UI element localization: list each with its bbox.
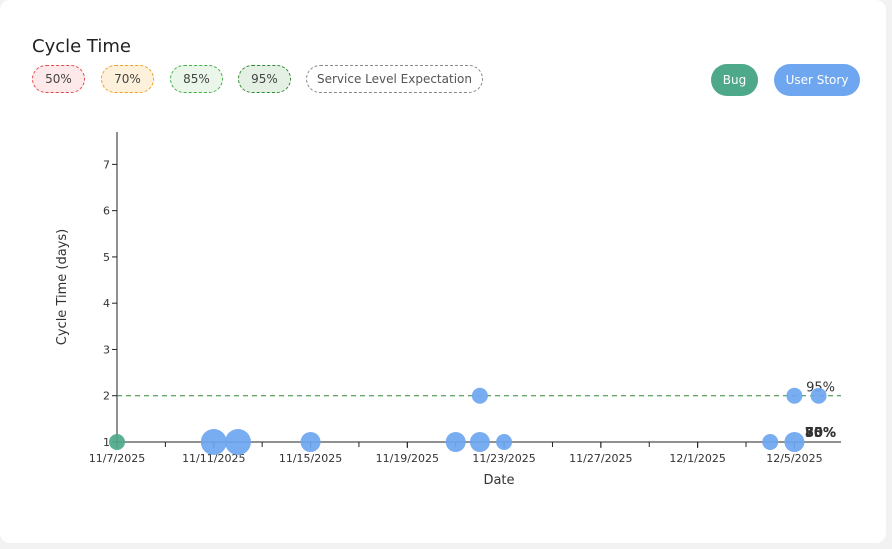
filter-user-story-button[interactable]: User Story [774,64,860,96]
user-story-point [469,432,490,452]
toggle-95-percentile[interactable]: 95% [238,65,291,93]
y-tick-label: 2 [103,390,110,403]
x-tick-label: 11/7/2025 [89,452,145,465]
filter-bug-button[interactable]: Bug [711,64,758,96]
user-story-point [810,387,827,404]
y-tick-label: 7 [103,158,110,171]
percentile-label: 50% [805,426,836,441]
bug-point [109,434,125,450]
y-tick-label: 4 [103,297,110,310]
x-tick-label: 11/27/2025 [569,452,632,465]
percentile-label: 85% [805,426,836,441]
y-tick-label: 6 [103,205,110,218]
toggle-50-percentile[interactable]: 50% [32,65,85,93]
user-story-point [224,429,251,455]
toggle-85-percentile[interactable]: 85% [170,65,223,93]
percentile-label: 70% [805,426,836,441]
user-story-point [445,432,466,452]
user-story-point [496,434,513,450]
user-story-point [762,434,779,450]
x-tick-label: 11/11/2025 [182,452,245,465]
user-story-point [300,432,321,452]
x-tick-label: 11/23/2025 [472,452,535,465]
x-tick-label: 11/19/2025 [376,452,439,465]
x-tick-label: 12/1/2025 [669,452,725,465]
x-tick-label: 12/5/2025 [766,452,822,465]
user-story-point [784,432,805,452]
x-tick-label: 11/15/2025 [279,452,342,465]
y-tick-label: 3 [103,343,110,356]
user-story-point [471,387,488,404]
y-axis-title: Cycle Time (days) [55,229,70,345]
toggle-70-percentile[interactable]: 70% [101,65,154,93]
user-story-point [200,429,227,455]
toggle-service-level-expectation[interactable]: Service Level Expectation [306,65,483,93]
x-axis-title: Date [483,473,514,488]
y-tick-label: 1 [103,436,110,449]
user-story-point [786,387,803,404]
chart-title: Cycle Time [32,36,131,57]
y-tick-label: 5 [103,251,110,264]
